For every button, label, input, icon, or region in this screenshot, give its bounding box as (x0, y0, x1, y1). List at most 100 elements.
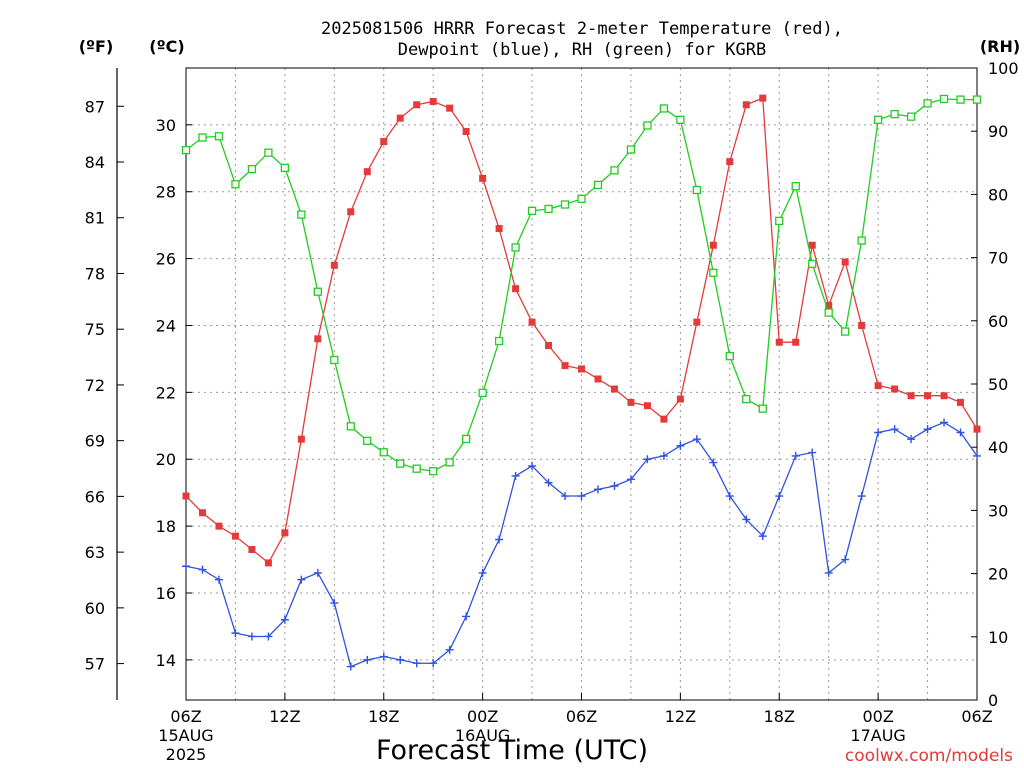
temperature-series (182, 94, 981, 567)
celsius-tick-label: 18 (156, 517, 176, 536)
rh-point (742, 395, 751, 404)
time-tick-label: 06Z (566, 707, 597, 726)
rh-point (396, 459, 405, 468)
rh-point (429, 467, 438, 476)
rh-point (247, 164, 257, 174)
dewpoint-point (182, 562, 190, 571)
dewpoint-point (412, 659, 421, 668)
dewpoint-point (280, 615, 289, 624)
fahrenheit-axis: 57 60 63 66 69 72 75 78 81 84 87 (85, 97, 124, 674)
celsius-tick-label: 14 (156, 651, 176, 670)
celsius-unit-label: (ºC) (149, 37, 184, 56)
dewpoint-point (396, 655, 405, 664)
temperature-point (380, 138, 388, 146)
rh-point (346, 422, 355, 431)
rh-tick-label: 20 (988, 565, 1008, 584)
rh-tick-label: 90 (988, 122, 1008, 141)
temperature-point (709, 241, 717, 249)
rh-point (544, 204, 553, 214)
dewpoint-point (561, 492, 570, 501)
rh-point (841, 327, 850, 336)
temperature-point (643, 402, 651, 410)
time-tick-label: 18Z (764, 707, 795, 726)
rh-point (676, 115, 685, 124)
rh-point (363, 436, 372, 446)
temperature-point (825, 301, 833, 309)
dewpoint-point (626, 475, 635, 484)
dewpoint-point (791, 451, 800, 460)
celsius-tick-label: 28 (156, 183, 176, 202)
time-tick-date: 15AUG (158, 726, 213, 745)
rh-tick-label: 60 (988, 312, 1008, 331)
fahrenheit-tick-label: 63 (85, 543, 105, 562)
rh-series (181, 94, 982, 476)
temperature-point (594, 375, 602, 383)
temperature-point (808, 241, 816, 249)
rh-point (775, 216, 784, 226)
dewpoint-point (214, 575, 223, 584)
rh-point (659, 104, 669, 113)
dewpoint-point (709, 458, 718, 467)
fahrenheit-tick-label: 60 (85, 599, 105, 618)
rh-point (791, 182, 800, 191)
rh-point (824, 308, 833, 317)
temperature-point (215, 522, 223, 530)
temperature-point (396, 114, 404, 122)
time-tick-date: 16AUG (455, 726, 510, 745)
temperature-point (231, 532, 239, 540)
dewpoint-point (676, 441, 685, 450)
temperature-point (429, 97, 437, 105)
rh-point (494, 336, 504, 346)
temperature-point (561, 362, 569, 370)
temperature-point (775, 338, 783, 346)
temperature-point (182, 492, 190, 500)
time-tick-label: 06Z (961, 707, 992, 726)
temperature-point (940, 392, 948, 400)
rh-point (626, 145, 636, 154)
temperature-point (742, 101, 750, 109)
dewpoint-point (956, 428, 965, 437)
time-tick-label: 00Z (862, 707, 893, 726)
temperature-point (248, 546, 256, 554)
dewpoint-point (363, 655, 372, 664)
credit-label: coolwx.com/models (845, 746, 1013, 766)
rh-tick-label: 30 (988, 501, 1008, 520)
rh-point (808, 259, 817, 269)
temperature-point (957, 398, 965, 406)
time-tick-label: 12Z (665, 707, 696, 726)
dewpoint-point (231, 629, 240, 638)
rh-point (939, 94, 949, 104)
temperature-point (413, 101, 421, 109)
rh-point (231, 180, 240, 189)
dewpoint-series (182, 418, 981, 671)
dewpoint-point (462, 612, 471, 621)
temperature-point (627, 398, 635, 406)
rh-point (379, 448, 388, 457)
rh-tick-label: 70 (988, 249, 1008, 268)
rh-point (643, 121, 652, 130)
temperature-point (693, 318, 701, 326)
dewpoint-point (973, 451, 981, 460)
chart-title-line1: 2025081506 HRRR Forecast 2-meter Tempera… (321, 19, 843, 39)
dewpoint-point (379, 652, 388, 661)
dewpoint-point (659, 451, 668, 460)
rh-point (758, 404, 767, 413)
rh-unit-label: (RH) (980, 37, 1020, 56)
celsius-tick-label: 20 (156, 450, 176, 469)
chart-title-line2: Dewpoint (blue), RH (green) for KGRB (398, 40, 766, 60)
dewpoint-point (247, 632, 256, 641)
temperature-point (330, 261, 338, 269)
temperature-point (792, 338, 800, 346)
dewpoint-point (742, 515, 751, 524)
celsius-tick-label: 16 (156, 584, 176, 603)
temperature-point (759, 94, 767, 102)
rh-tick-label: 50 (988, 375, 1008, 394)
dewpoint-point (725, 492, 734, 501)
temperature-point (660, 415, 668, 423)
dewpoint-point (528, 461, 537, 470)
temperature-point (578, 365, 585, 373)
rh-point (181, 146, 191, 155)
temperature-point (528, 318, 536, 326)
